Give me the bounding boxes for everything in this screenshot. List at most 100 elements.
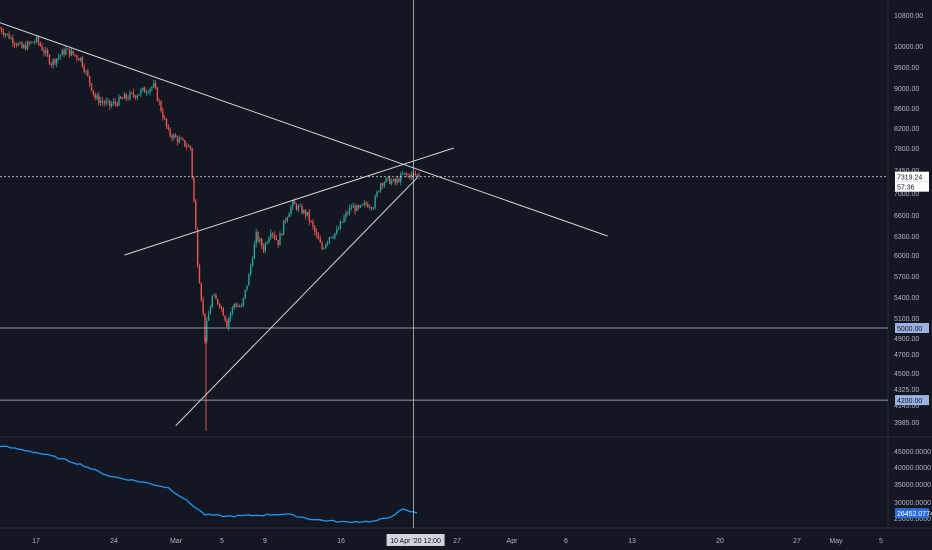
candle-body [131,92,133,94]
candle-body [268,237,270,243]
candle-body [328,237,331,242]
price-tick-label: 4900.00 [894,336,919,343]
candle-body [390,180,393,184]
candle-body [381,183,384,186]
candle-body [174,134,177,138]
candle-body [237,306,239,307]
candle-body [79,57,82,61]
candle-body [293,200,296,205]
candle-body [15,44,18,46]
price-tick-label: 6000.00 [894,253,919,260]
level-label: 4200.00 [897,398,922,405]
candle-body [396,178,398,183]
candle-body [81,57,84,67]
candle-body [83,66,85,72]
candle-body [281,233,283,235]
candle-body [32,41,34,43]
indicator-last-value-label-bg [895,508,929,519]
candle-body [387,176,389,179]
indicator-pane[interactable] [0,445,418,524]
candle-body [153,83,155,87]
candle-body [151,86,153,89]
candle-body [312,221,314,227]
candle-body [88,75,91,84]
candle-body [1,28,3,33]
candle-body [213,295,215,297]
candle-body [13,43,16,45]
price-tick-label: 8600.00 [894,106,919,113]
candle-body [347,212,349,214]
candle-body [244,289,246,298]
last-price-label-bg [895,171,929,182]
price-tick-label: 5400.00 [894,295,919,302]
candle-body [251,258,254,266]
candle-body [383,182,385,186]
candle-body [378,190,380,192]
time-tick-label: 6 [564,538,568,545]
time-tick-label: 5 [879,538,883,545]
candle-body [414,173,417,176]
candle-body [118,96,120,106]
price-tick-label: 10800.00 [894,13,923,20]
candle-body [218,304,221,308]
countdown-label: 57:36 [897,185,915,192]
candle-body [35,36,38,42]
candle-body [332,237,334,239]
candle-body [98,95,100,104]
candle-body [304,210,307,216]
candle-body [368,207,371,208]
time-tick-label: 9 [263,538,267,545]
candle-body [176,137,179,142]
candle-body [306,211,309,216]
price-tick-label: 8200.00 [894,126,919,133]
candle-body [200,283,202,300]
candle-body [301,206,303,214]
candle-body [67,48,69,50]
candle-body [0,28,1,30]
candle-body [54,59,56,64]
candle-body [308,211,310,222]
candle-body [196,229,199,266]
candle-body [70,50,73,56]
price-tick-label: 3985.00 [894,420,919,427]
candle-body [129,92,131,100]
time-tick-label: Apr [507,538,519,545]
candle-body [416,174,418,176]
candle-body [370,207,373,209]
price-tick-label: 10000.00 [894,44,923,51]
price-tick-label: 7800.00 [894,146,919,153]
candle-body [257,232,259,242]
candle-body [125,94,127,99]
trendline [124,147,454,256]
candle-body [10,37,12,39]
price-tick-label: 9000.00 [894,86,919,93]
candle-body [405,173,407,175]
candle-body [330,237,332,239]
candle-body [240,305,243,307]
candle-body [59,55,62,57]
candle-body [273,234,276,238]
candle-body [204,313,206,341]
candle-body [259,239,261,242]
time-tick-label: 17 [32,538,40,545]
candle-body [359,205,362,208]
time-tick-label: 5 [220,538,224,545]
candle-body [352,205,354,208]
candle-body [374,196,376,208]
candle-body [110,104,113,106]
candle-body [325,244,327,249]
indicator-tick-label: 35000.0000 [894,482,931,489]
candle-body [262,246,265,252]
time-tick-label: 24 [110,538,118,545]
candle-body [250,265,252,275]
candle-body [76,55,78,59]
candle-body [334,233,336,238]
candle-body [271,233,274,235]
candle-body [226,320,228,327]
candle-body [297,206,299,210]
candle-body [193,177,195,201]
price-pane[interactable] [0,26,420,432]
candle-body [77,58,80,61]
